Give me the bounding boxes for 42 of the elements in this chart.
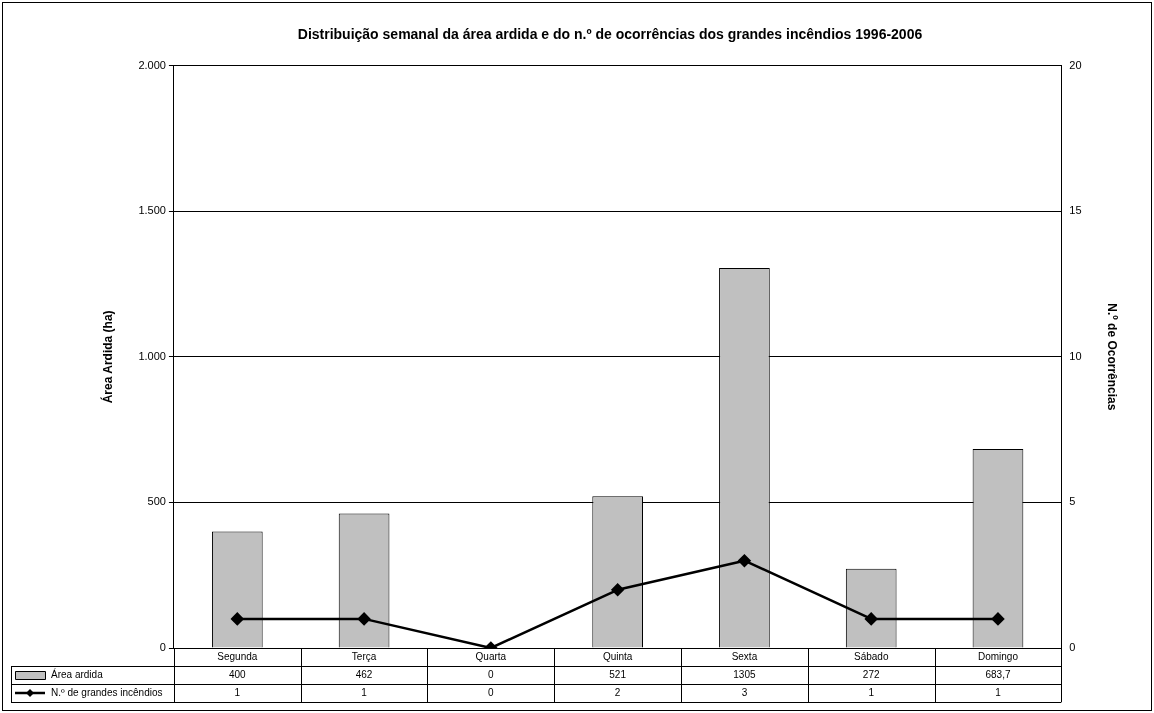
y-tick-label: 0 <box>159 641 166 654</box>
x-tick-label: Sexta <box>731 650 758 662</box>
y-tick-label: 1.500 <box>138 204 166 217</box>
data-label: 1305 <box>733 668 756 680</box>
point <box>611 583 624 597</box>
x-tick-label: Domingo <box>977 650 1019 662</box>
data-label: 400 <box>228 668 247 680</box>
legend-label: N.º de grandes incêndios <box>51 686 163 698</box>
legend-label: Área ardida <box>51 667 104 680</box>
point <box>357 612 371 626</box>
data-label: 1 <box>361 686 368 698</box>
data-label: 1 <box>234 686 241 698</box>
data-label: 0 <box>488 668 495 680</box>
data-label: 3 <box>741 686 748 698</box>
x-tick-label: Terça <box>351 650 377 662</box>
x-tick-label: Quinta <box>602 650 633 662</box>
x-tick-label: Quarta <box>475 650 507 662</box>
data-label: 272 <box>862 668 880 680</box>
y2-tick-label: 15 <box>1069 204 1082 217</box>
y2-axis-title: N.º de Ocorrências <box>1105 303 1120 411</box>
y-tick-label: 500 <box>147 495 166 508</box>
data-label: 683,7 <box>985 668 1011 680</box>
point <box>864 612 878 626</box>
y-axis-title: Área Ardida (ha) <box>99 310 115 404</box>
data-label: 0 <box>488 686 495 698</box>
y2-tick-label: 5 <box>1069 495 1076 508</box>
data-label: 1 <box>868 686 875 698</box>
data-label: 462 <box>355 668 373 680</box>
data-label: 2 <box>614 686 621 698</box>
data-label: 521 <box>609 668 627 680</box>
chart-title: Distribuição semanal da área ardida e do n.º de ocorrências dos grandes incêndios 1996-2006 <box>297 26 923 43</box>
y2-tick-label: 20 <box>1069 58 1082 71</box>
y-tick-label: 1.000 <box>138 349 166 362</box>
point <box>991 612 1005 626</box>
y2-tick-label: 0 <box>1069 641 1076 654</box>
x-tick-label: Segunda <box>217 650 258 662</box>
y2-tick-label: 10 <box>1069 349 1082 362</box>
point <box>231 612 244 626</box>
data-label: 1 <box>995 686 1002 698</box>
x-tick-label: Sábado <box>853 650 889 662</box>
y-tick-label: 2.000 <box>138 58 166 71</box>
point <box>738 554 751 567</box>
